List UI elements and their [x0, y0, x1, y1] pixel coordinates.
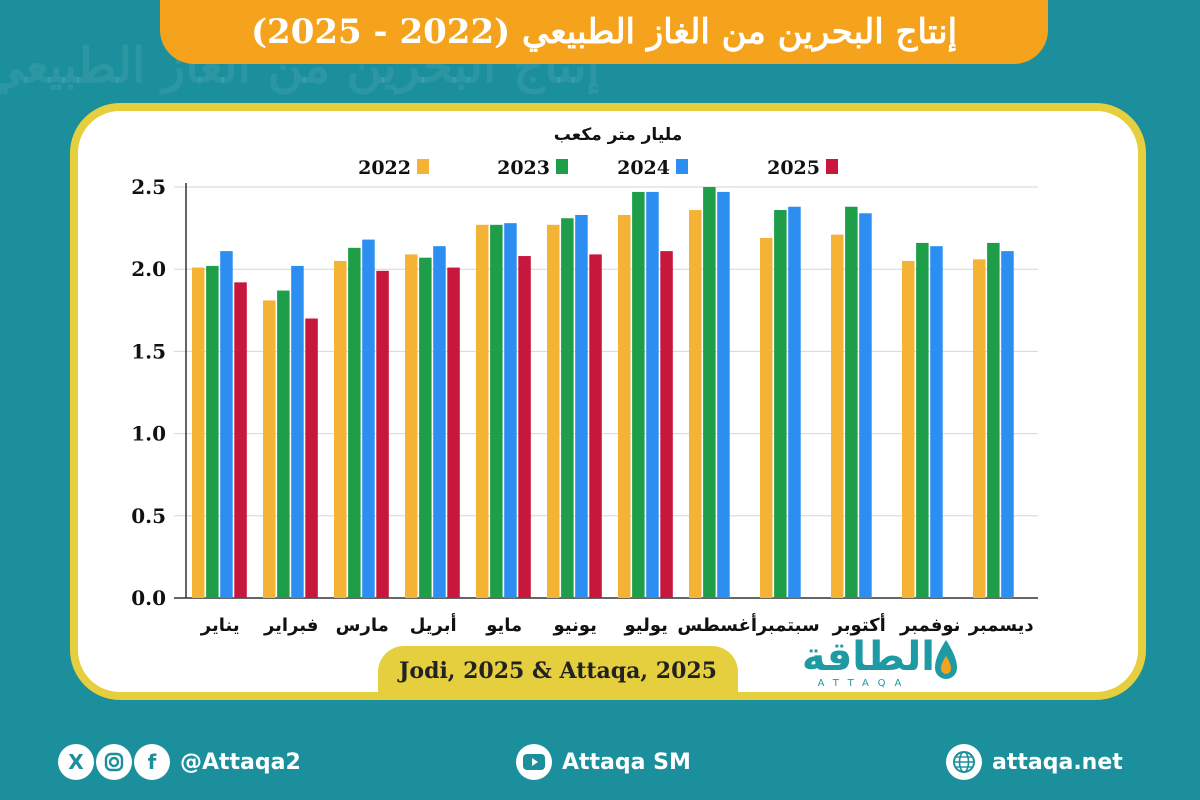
- x-category-label: مايو: [485, 615, 522, 636]
- bar-2024: [788, 206, 801, 598]
- bar-2024: [646, 191, 659, 598]
- x-category-labels: يناير فبراير مارس أبريل مايو يونيو يوليو أغسطس س…: [200, 613, 1034, 636]
- x-category-label: فبراير: [263, 615, 318, 636]
- bar-2023: [561, 218, 574, 598]
- bar-2023: [916, 242, 929, 598]
- bar-2023: [206, 265, 219, 598]
- x-icon[interactable]: X: [58, 744, 94, 780]
- bar-2022: [973, 259, 986, 598]
- x-category-label: أبريل: [410, 613, 457, 636]
- bar-2025: [234, 282, 247, 598]
- bar-2025: [589, 254, 602, 599]
- bar-2025: [376, 270, 389, 598]
- social-handle[interactable]: @Attaqa2: [180, 749, 301, 775]
- legend-label-2023: 2023: [497, 157, 550, 179]
- bar-2024: [717, 191, 730, 598]
- bars: [192, 187, 1014, 599]
- bar-2022: [831, 234, 844, 598]
- bar-2025: [447, 267, 460, 598]
- legend-label-2022: 2022: [358, 157, 411, 179]
- instagram-icon[interactable]: [96, 744, 132, 780]
- bar-2023: [703, 187, 716, 598]
- bar-2022: [263, 300, 276, 598]
- y-tick-labels: 0.0 0.5 1.0 1.5 2.0 2.5: [131, 175, 166, 610]
- bar-2024: [1001, 251, 1014, 598]
- legend-swatch-2022: [417, 159, 429, 174]
- title-bar: إنتاج البحرين من الغاز الطبيعي (2022 - 2…: [160, 0, 1048, 64]
- legend: 2022 2023 2024 2025: [358, 157, 838, 179]
- bar-2024: [504, 223, 517, 598]
- bar-2022: [618, 214, 631, 598]
- bar-2023: [845, 206, 858, 598]
- legend-label-2025: 2025: [767, 157, 820, 179]
- x-category-label: ديسمبر: [968, 615, 1034, 636]
- bar-2024: [433, 246, 446, 598]
- footer-youtube: Attaqa SM: [516, 742, 691, 782]
- bar-2023: [632, 191, 645, 598]
- bar-2022: [405, 254, 418, 599]
- bar-2025: [518, 256, 531, 598]
- page-title: إنتاج البحرين من الغاز الطبيعي (2022 - 2…: [250, 12, 958, 52]
- website-link[interactable]: attaqa.net: [992, 749, 1123, 775]
- bar-2022: [547, 224, 560, 598]
- flame-drop-icon: [935, 640, 957, 679]
- bar-2024: [291, 265, 304, 598]
- logo-arabic: الطاقة: [801, 634, 935, 680]
- legend-swatch-2023: [556, 159, 568, 174]
- bar-2023: [277, 290, 290, 598]
- y-tick-label: 1.0: [131, 422, 166, 446]
- bar-2024: [575, 214, 588, 598]
- bar-2022: [902, 260, 915, 598]
- footer-social: X f @Attaqa2: [58, 742, 301, 782]
- bar-2022: [192, 267, 205, 598]
- y-tick-label: 2.5: [131, 175, 166, 199]
- youtube-channel[interactable]: Attaqa SM: [562, 749, 691, 775]
- bar-2024: [220, 251, 233, 598]
- legend-swatch-2024: [676, 159, 688, 174]
- youtube-icon[interactable]: [516, 744, 552, 780]
- bar-2022: [689, 210, 702, 599]
- bar-2025: [660, 251, 673, 598]
- attaqa-logo: الطاقة ATTAQA: [795, 634, 965, 692]
- y-tick-label: 0.5: [131, 504, 166, 528]
- bar-2022: [334, 260, 347, 598]
- x-category-label: نوفمبر: [899, 615, 960, 636]
- bar-2023: [419, 257, 432, 598]
- source-pill: Jodi, 2025 & Attaqa, 2025: [378, 646, 738, 696]
- logo-latin: ATTAQA: [817, 678, 911, 689]
- x-category-label: أكتوبر: [832, 613, 886, 636]
- bar-2023: [348, 247, 361, 598]
- y-tick-label: 1.5: [131, 339, 166, 363]
- unit-label: مليار متر مكعب: [554, 125, 682, 145]
- source-text: Jodi, 2025 & Attaqa, 2025: [398, 658, 717, 684]
- globe-icon[interactable]: [946, 744, 982, 780]
- bar-2024: [930, 246, 943, 598]
- bar-2023: [490, 224, 503, 598]
- bar-2024: [362, 239, 375, 598]
- bar-2023: [987, 242, 1000, 598]
- grid-lines: [174, 183, 1038, 599]
- y-tick-label: 2.0: [131, 257, 166, 281]
- x-category-label: يونيو: [552, 615, 596, 636]
- bar-2025: [305, 318, 318, 598]
- bar-2024: [859, 213, 872, 598]
- y-tick-label: 0.0: [131, 586, 166, 610]
- footer-website: attaqa.net: [946, 742, 1123, 782]
- x-category-label: مارس: [336, 615, 389, 636]
- bar-2022: [760, 237, 773, 599]
- chart-card: [70, 103, 1146, 700]
- legend-label-2024: 2024: [617, 157, 670, 179]
- x-category-label: يوليو: [623, 615, 667, 636]
- facebook-icon[interactable]: f: [134, 744, 170, 780]
- x-category-label: أغسطس: [677, 613, 757, 636]
- x-category-label: يناير: [200, 615, 240, 636]
- bar-2023: [774, 210, 787, 599]
- x-category-label: سبتمبر: [756, 615, 820, 636]
- legend-swatch-2025: [826, 159, 838, 174]
- bar-2022: [476, 224, 489, 598]
